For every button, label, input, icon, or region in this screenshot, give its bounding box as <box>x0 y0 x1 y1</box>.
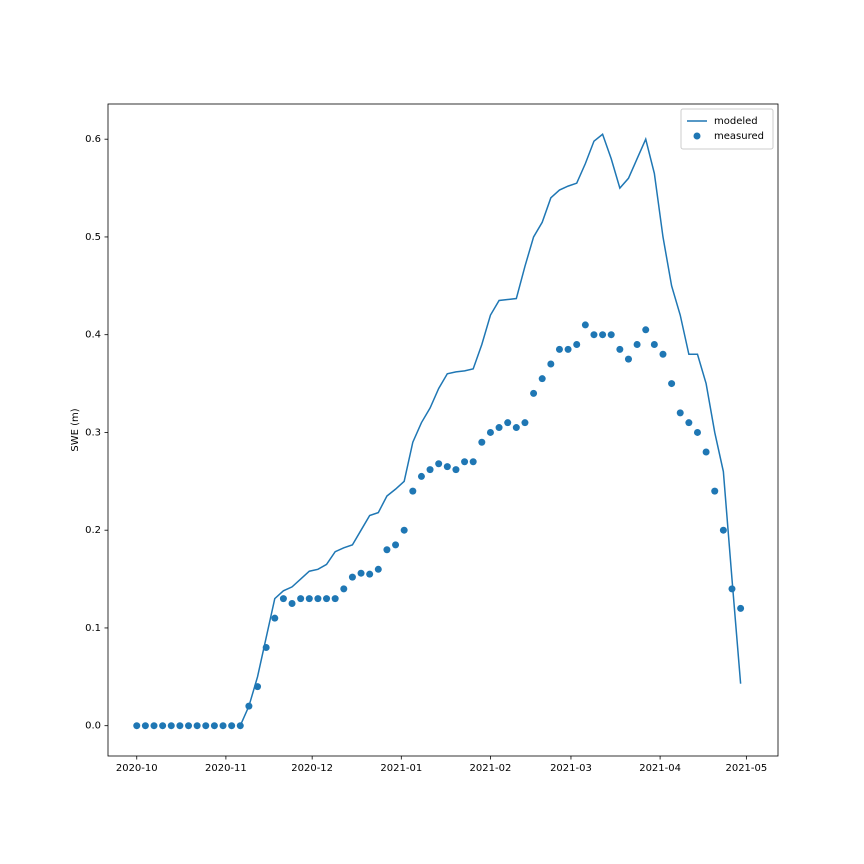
scatter-point <box>555 345 563 353</box>
scatter-point <box>254 683 262 691</box>
scatter-point <box>512 424 520 432</box>
scatter-point <box>642 326 650 334</box>
scatter-point <box>607 331 615 339</box>
scatter-point <box>504 419 512 427</box>
x-tick-label: 2021-05 <box>725 763 767 774</box>
scatter-point <box>426 466 434 474</box>
scatter-point <box>624 355 632 363</box>
scatter-point <box>547 360 555 368</box>
x-tick-label: 2020-10 <box>116 763 158 774</box>
x-tick-label: 2021-04 <box>639 763 681 774</box>
scatter-point <box>590 331 598 339</box>
scatter-point <box>141 722 149 730</box>
scatter-point <box>314 595 322 603</box>
scatter-point <box>633 340 641 348</box>
scatter-point <box>409 487 417 495</box>
scatter-point <box>417 472 425 480</box>
scatter-point <box>392 541 400 549</box>
scatter-point <box>374 565 382 573</box>
scatter-point <box>486 428 494 436</box>
scatter-point <box>202 722 210 730</box>
y-tick-label: 0.2 <box>85 525 101 536</box>
y-tick-label: 0.1 <box>85 623 101 634</box>
scatter-point <box>176 722 184 730</box>
scatter-point <box>581 321 589 329</box>
scatter-point <box>719 526 727 534</box>
scatter-point <box>693 428 701 436</box>
scatter-point <box>737 604 745 612</box>
scatter-point <box>357 569 365 577</box>
scatter-point <box>478 438 486 446</box>
y-tick-label: 0.6 <box>85 134 101 145</box>
y-tick-label: 0.5 <box>85 232 101 243</box>
x-tick-label: 2020-12 <box>291 763 333 774</box>
scatter-point <box>495 424 503 432</box>
scatter-point <box>573 340 581 348</box>
x-tick-label: 2021-03 <box>550 763 592 774</box>
scatter-point <box>185 722 193 730</box>
scatter-point <box>305 595 313 603</box>
scatter-point <box>150 722 158 730</box>
scatter-point <box>469 458 477 466</box>
scatter-point <box>461 458 469 466</box>
scatter-point <box>400 526 408 534</box>
scatter-point <box>210 722 218 730</box>
scatter-point <box>599 331 607 339</box>
scatter-point <box>262 643 270 651</box>
scatter-point <box>133 722 141 730</box>
scatter-point <box>530 389 538 397</box>
scatter-point <box>167 722 175 730</box>
scatter-point <box>650 340 658 348</box>
scatter-point <box>236 722 244 730</box>
scatter-point <box>668 380 676 388</box>
scatter-point <box>616 345 624 353</box>
scatter-point <box>348 573 356 581</box>
scatter-point <box>702 448 710 456</box>
scatter-point <box>279 595 287 603</box>
scatter-point <box>331 595 339 603</box>
legend-label: measured <box>714 131 764 142</box>
scatter-point <box>564 345 572 353</box>
scatter-point <box>443 463 451 471</box>
scatter-point <box>366 570 374 578</box>
scatter-point <box>288 600 296 608</box>
y-tick-label: 0.0 <box>85 721 101 732</box>
scatter-point <box>521 419 529 427</box>
scatter-point <box>435 460 443 468</box>
legend-box <box>680 108 774 150</box>
scatter-point <box>159 722 167 730</box>
scatter-point <box>383 546 391 554</box>
series-line <box>239 133 742 727</box>
scatter-point <box>245 702 253 710</box>
scatter-point <box>728 585 736 593</box>
scatter-point <box>323 595 331 603</box>
plot-frame <box>107 103 779 757</box>
scatter-point <box>340 585 348 593</box>
scatter-point <box>452 466 460 474</box>
scatter-point <box>659 350 667 358</box>
scatter-point <box>297 595 305 603</box>
y-tick-label: 0.3 <box>85 427 101 438</box>
scatter-point <box>193 722 201 730</box>
scatter-point <box>676 409 684 417</box>
scatter-point <box>685 419 693 427</box>
x-tick-label: 2020-11 <box>205 763 247 774</box>
scatter-point <box>219 722 227 730</box>
legend-swatch <box>693 132 701 140</box>
scatter-point <box>271 614 279 622</box>
y-axis-label: SWE (m) <box>70 408 81 451</box>
scatter-point <box>538 375 546 383</box>
scatter-point <box>228 722 236 730</box>
y-tick-label: 0.4 <box>85 330 101 341</box>
x-tick-label: 2021-01 <box>380 763 422 774</box>
scatter-point <box>711 487 719 495</box>
x-tick-label: 2021-02 <box>470 763 512 774</box>
legend-label: modeled <box>714 116 758 127</box>
